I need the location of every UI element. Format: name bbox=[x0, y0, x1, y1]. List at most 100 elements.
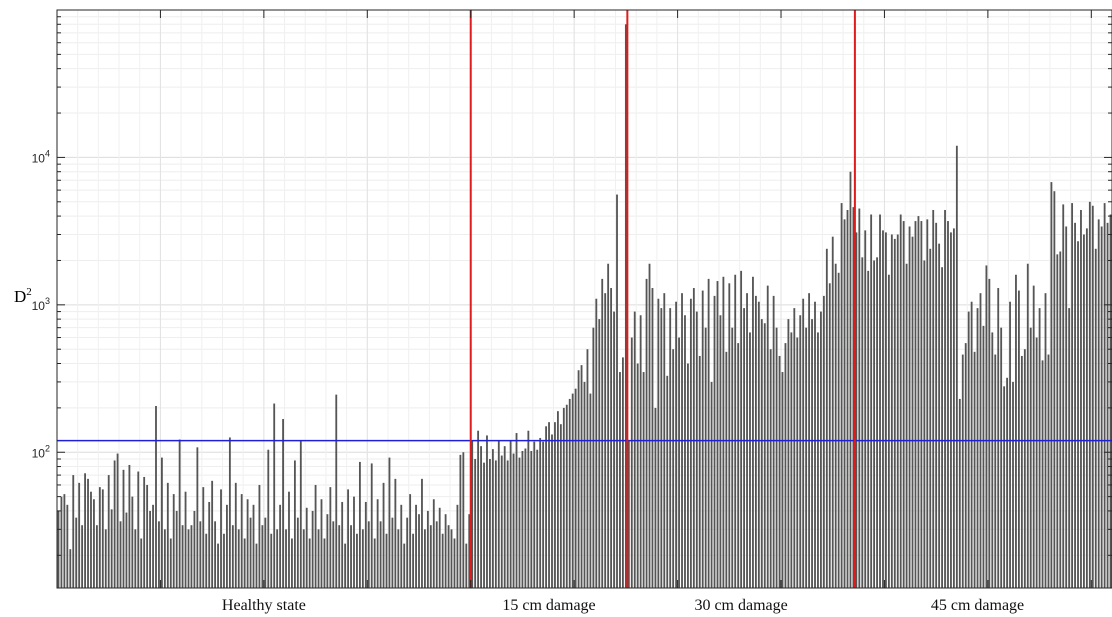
bar bbox=[619, 372, 621, 588]
bar bbox=[104, 529, 107, 588]
bar bbox=[976, 308, 979, 588]
bar bbox=[178, 439, 181, 588]
bar bbox=[226, 504, 228, 588]
bar bbox=[397, 529, 400, 588]
bar bbox=[598, 319, 601, 588]
bar bbox=[802, 298, 805, 588]
bar bbox=[766, 285, 769, 588]
bar bbox=[1009, 301, 1011, 588]
bar bbox=[373, 538, 376, 588]
bar bbox=[1056, 254, 1059, 589]
bar bbox=[811, 319, 813, 588]
bar bbox=[521, 450, 524, 588]
bar bbox=[817, 332, 819, 588]
bar bbox=[814, 301, 816, 588]
bar bbox=[689, 298, 692, 588]
bar bbox=[438, 507, 441, 588]
bar bbox=[1032, 285, 1035, 588]
bar bbox=[231, 525, 234, 588]
bar bbox=[1077, 241, 1079, 588]
bar bbox=[692, 288, 695, 588]
bar bbox=[1023, 349, 1026, 588]
bar bbox=[205, 533, 208, 588]
bar bbox=[955, 145, 958, 588]
bar bbox=[264, 517, 267, 588]
bar bbox=[885, 232, 887, 588]
bar bbox=[335, 394, 338, 588]
bar bbox=[406, 517, 409, 588]
bar bbox=[418, 514, 420, 588]
bar bbox=[491, 449, 494, 588]
bar bbox=[704, 327, 707, 588]
bar bbox=[1038, 308, 1041, 588]
bar bbox=[763, 323, 766, 588]
bar bbox=[285, 529, 287, 588]
bar bbox=[187, 529, 190, 588]
bar bbox=[882, 230, 884, 588]
bar bbox=[554, 422, 556, 588]
bar bbox=[1074, 222, 1076, 588]
bar bbox=[849, 171, 852, 588]
bar bbox=[740, 270, 743, 588]
bar bbox=[577, 370, 580, 588]
bar bbox=[580, 365, 583, 588]
bar bbox=[415, 504, 417, 588]
bar bbox=[163, 529, 166, 588]
bar bbox=[462, 452, 465, 588]
region-labels: Healthy state 15 cm damage 30 cm damage 45 … bbox=[222, 597, 1024, 614]
bar bbox=[654, 407, 657, 588]
bar bbox=[456, 504, 459, 588]
bar bbox=[1085, 228, 1088, 588]
bar bbox=[822, 295, 825, 588]
bar bbox=[536, 449, 539, 588]
bar bbox=[687, 363, 689, 588]
bar bbox=[429, 525, 432, 588]
bar bbox=[361, 529, 364, 588]
bar bbox=[1003, 386, 1006, 588]
bar bbox=[834, 263, 837, 588]
bar bbox=[291, 538, 293, 588]
bar bbox=[757, 301, 760, 588]
bar bbox=[202, 487, 205, 588]
bar bbox=[743, 308, 745, 588]
bar bbox=[217, 543, 219, 588]
bar bbox=[568, 398, 571, 588]
bar bbox=[450, 529, 453, 588]
bar bbox=[846, 209, 849, 589]
bar bbox=[864, 230, 867, 588]
bar bbox=[101, 489, 104, 588]
bar bbox=[1097, 219, 1100, 588]
bar bbox=[332, 521, 335, 588]
bar bbox=[651, 288, 654, 588]
bar bbox=[258, 484, 261, 588]
bar bbox=[843, 219, 846, 588]
bar bbox=[81, 525, 84, 588]
bar bbox=[344, 543, 347, 588]
bar bbox=[982, 325, 985, 588]
bar bbox=[184, 491, 187, 588]
bar bbox=[211, 480, 214, 588]
bar bbox=[616, 194, 618, 589]
y-tick-base: 10 bbox=[32, 446, 46, 460]
bar bbox=[899, 214, 902, 588]
bar bbox=[432, 499, 435, 588]
bar bbox=[669, 308, 672, 588]
bar bbox=[78, 482, 81, 588]
bar bbox=[749, 332, 751, 588]
bar bbox=[595, 298, 598, 588]
bar bbox=[914, 221, 917, 588]
bar bbox=[341, 501, 344, 588]
bar bbox=[160, 457, 163, 588]
bar bbox=[388, 457, 391, 588]
bar bbox=[675, 301, 678, 588]
bar bbox=[698, 355, 701, 588]
bar bbox=[477, 430, 480, 588]
bar bbox=[75, 517, 78, 588]
region-label: Healthy state bbox=[222, 597, 306, 614]
bar bbox=[772, 295, 775, 588]
bar bbox=[855, 232, 858, 588]
bar bbox=[143, 476, 146, 588]
bar bbox=[98, 487, 101, 588]
